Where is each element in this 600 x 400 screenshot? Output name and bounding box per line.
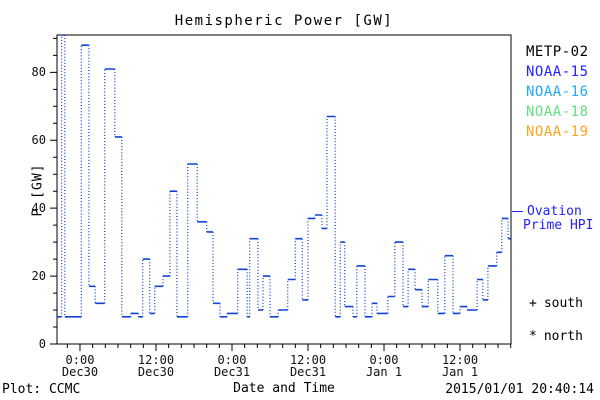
ovation-label-line2: Prime HPI [523,218,594,233]
plot-timestamp: 2015/01/01 20:40:14 [445,382,594,397]
legend-item-noaa-16: NOAA-16 [526,84,589,100]
north-marker-legend: * north [529,329,583,344]
legend-item-noaa-15: NOAA-15 [526,64,589,80]
ovation-legend: Ovation Prime HPI [512,205,593,232]
y-axis-major-ticks [50,71,57,345]
ovation-legend-line1: Ovation [512,205,593,218]
south-marker-legend: + south [529,296,583,311]
legend-item-noaa-18: NOAA-18 [526,104,589,120]
legend-item-metp-02: METP-02 [526,44,589,60]
plot-credit: Plot: CCMC [2,382,81,397]
satellite-legend: METP-02 NOAA-15 NOAA-16 NOAA-18 NOAA-19 [526,42,589,142]
asterisk-marker-icon: * [529,329,537,344]
x-axis-minor-ticks [66,344,512,348]
x-axis-major-ticks [79,344,461,351]
south-marker-label: south [543,296,583,311]
y-axis-minor-ticks [53,37,57,328]
hpi-step-line-horizontal [57,34,511,318]
x-axis-label: Date and Time [233,381,335,396]
plot-frame [56,34,512,345]
chart-title: Hemispheric Power [GW] [174,13,394,29]
legend-item-noaa-19: NOAA-19 [526,124,589,140]
hpi-step-line-vertical [60,35,509,317]
line-sample-icon [512,211,523,212]
plus-marker-icon: + [529,296,537,311]
ovation-label-line1: Ovation [527,204,582,219]
north-marker-label: north [543,329,583,344]
